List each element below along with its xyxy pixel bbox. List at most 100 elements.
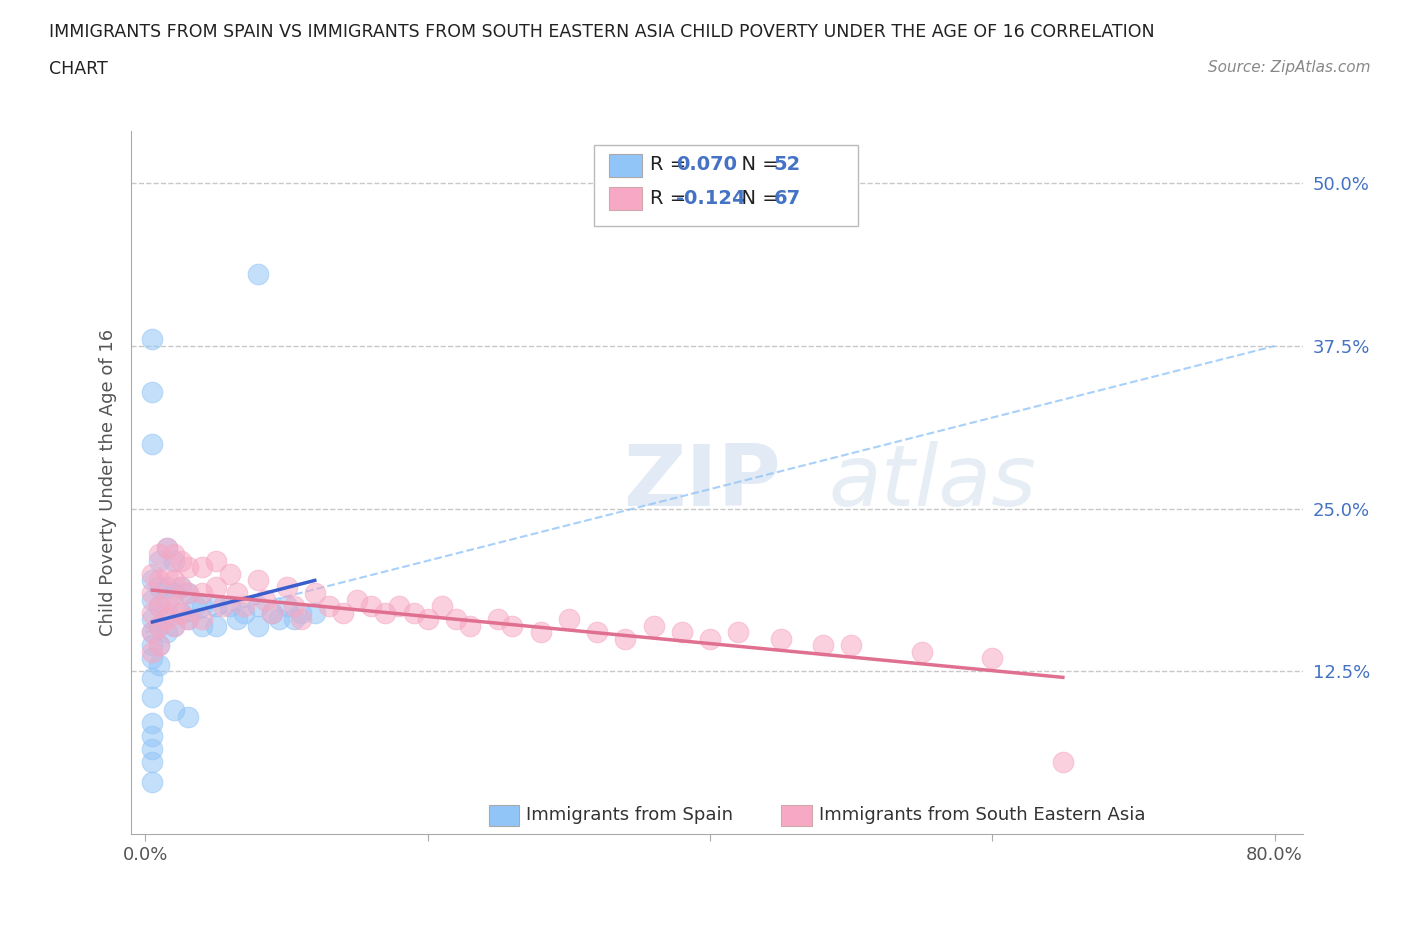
- Text: N =: N =: [728, 189, 785, 207]
- Point: [374, 605, 396, 620]
- Point: [141, 651, 163, 666]
- Point: [276, 579, 298, 594]
- Point: [155, 540, 177, 555]
- Point: [501, 618, 523, 633]
- Point: [643, 618, 665, 633]
- Point: [177, 586, 200, 601]
- Point: [141, 332, 163, 347]
- Point: [219, 599, 242, 614]
- Point: [226, 612, 249, 627]
- Point: [169, 553, 191, 568]
- Point: [191, 599, 214, 614]
- Point: [304, 605, 326, 620]
- FancyBboxPatch shape: [609, 153, 643, 177]
- Point: [141, 586, 163, 601]
- Point: [233, 599, 256, 614]
- Point: [155, 612, 177, 627]
- Point: [304, 586, 326, 601]
- Point: [141, 729, 163, 744]
- FancyBboxPatch shape: [593, 145, 858, 226]
- Text: Immigrants from Spain: Immigrants from Spain: [526, 806, 733, 824]
- Point: [148, 573, 170, 588]
- Point: [148, 618, 170, 633]
- Point: [1052, 755, 1074, 770]
- Point: [360, 599, 382, 614]
- FancyBboxPatch shape: [782, 804, 811, 826]
- Point: [205, 553, 228, 568]
- Point: [155, 605, 177, 620]
- Point: [148, 638, 170, 653]
- Text: 67: 67: [773, 189, 800, 207]
- Point: [262, 605, 284, 620]
- Point: [155, 592, 177, 607]
- Text: 52: 52: [773, 155, 800, 175]
- Point: [458, 618, 481, 633]
- Point: [486, 612, 509, 627]
- Text: atlas: atlas: [828, 441, 1036, 525]
- Point: [148, 618, 170, 633]
- Point: [191, 560, 214, 575]
- FancyBboxPatch shape: [609, 187, 643, 210]
- Point: [444, 612, 467, 627]
- Point: [205, 599, 228, 614]
- Point: [177, 710, 200, 724]
- Point: [727, 625, 749, 640]
- Point: [269, 612, 291, 627]
- Point: [155, 566, 177, 581]
- Point: [162, 599, 184, 614]
- Point: [529, 625, 551, 640]
- Point: [162, 618, 184, 633]
- Point: [416, 612, 439, 627]
- FancyBboxPatch shape: [488, 804, 519, 826]
- Point: [769, 631, 792, 646]
- Point: [177, 560, 200, 575]
- Point: [318, 599, 340, 614]
- Point: [247, 599, 270, 614]
- Point: [205, 579, 228, 594]
- Point: [162, 553, 184, 568]
- Point: [332, 605, 354, 620]
- Point: [141, 573, 163, 588]
- Point: [247, 573, 270, 588]
- Point: [247, 618, 270, 633]
- Point: [254, 592, 277, 607]
- Point: [141, 625, 163, 640]
- Point: [148, 579, 170, 594]
- Point: [586, 625, 609, 640]
- Point: [430, 599, 453, 614]
- Point: [169, 579, 191, 594]
- Point: [148, 553, 170, 568]
- Point: [276, 599, 298, 614]
- Point: [141, 716, 163, 731]
- Point: [177, 586, 200, 601]
- Point: [141, 755, 163, 770]
- Point: [141, 612, 163, 627]
- Point: [191, 618, 214, 633]
- Point: [226, 586, 249, 601]
- Point: [811, 638, 834, 653]
- Point: [162, 618, 184, 633]
- Point: [247, 267, 270, 282]
- Point: [388, 599, 411, 614]
- Point: [283, 612, 305, 627]
- Point: [148, 547, 170, 562]
- Point: [911, 644, 934, 659]
- Point: [290, 605, 312, 620]
- Point: [162, 703, 184, 718]
- Y-axis label: Child Poverty Under the Age of 16: Child Poverty Under the Age of 16: [100, 329, 117, 636]
- Text: ZIP: ZIP: [623, 441, 782, 525]
- Point: [169, 605, 191, 620]
- Point: [177, 612, 200, 627]
- Point: [177, 612, 200, 627]
- Point: [205, 618, 228, 633]
- Point: [155, 625, 177, 640]
- Point: [191, 586, 214, 601]
- Point: [155, 540, 177, 555]
- Text: N =: N =: [728, 155, 785, 175]
- Point: [155, 579, 177, 594]
- Point: [212, 599, 235, 614]
- Point: [141, 742, 163, 757]
- Point: [169, 605, 191, 620]
- Point: [191, 612, 214, 627]
- Point: [169, 579, 191, 594]
